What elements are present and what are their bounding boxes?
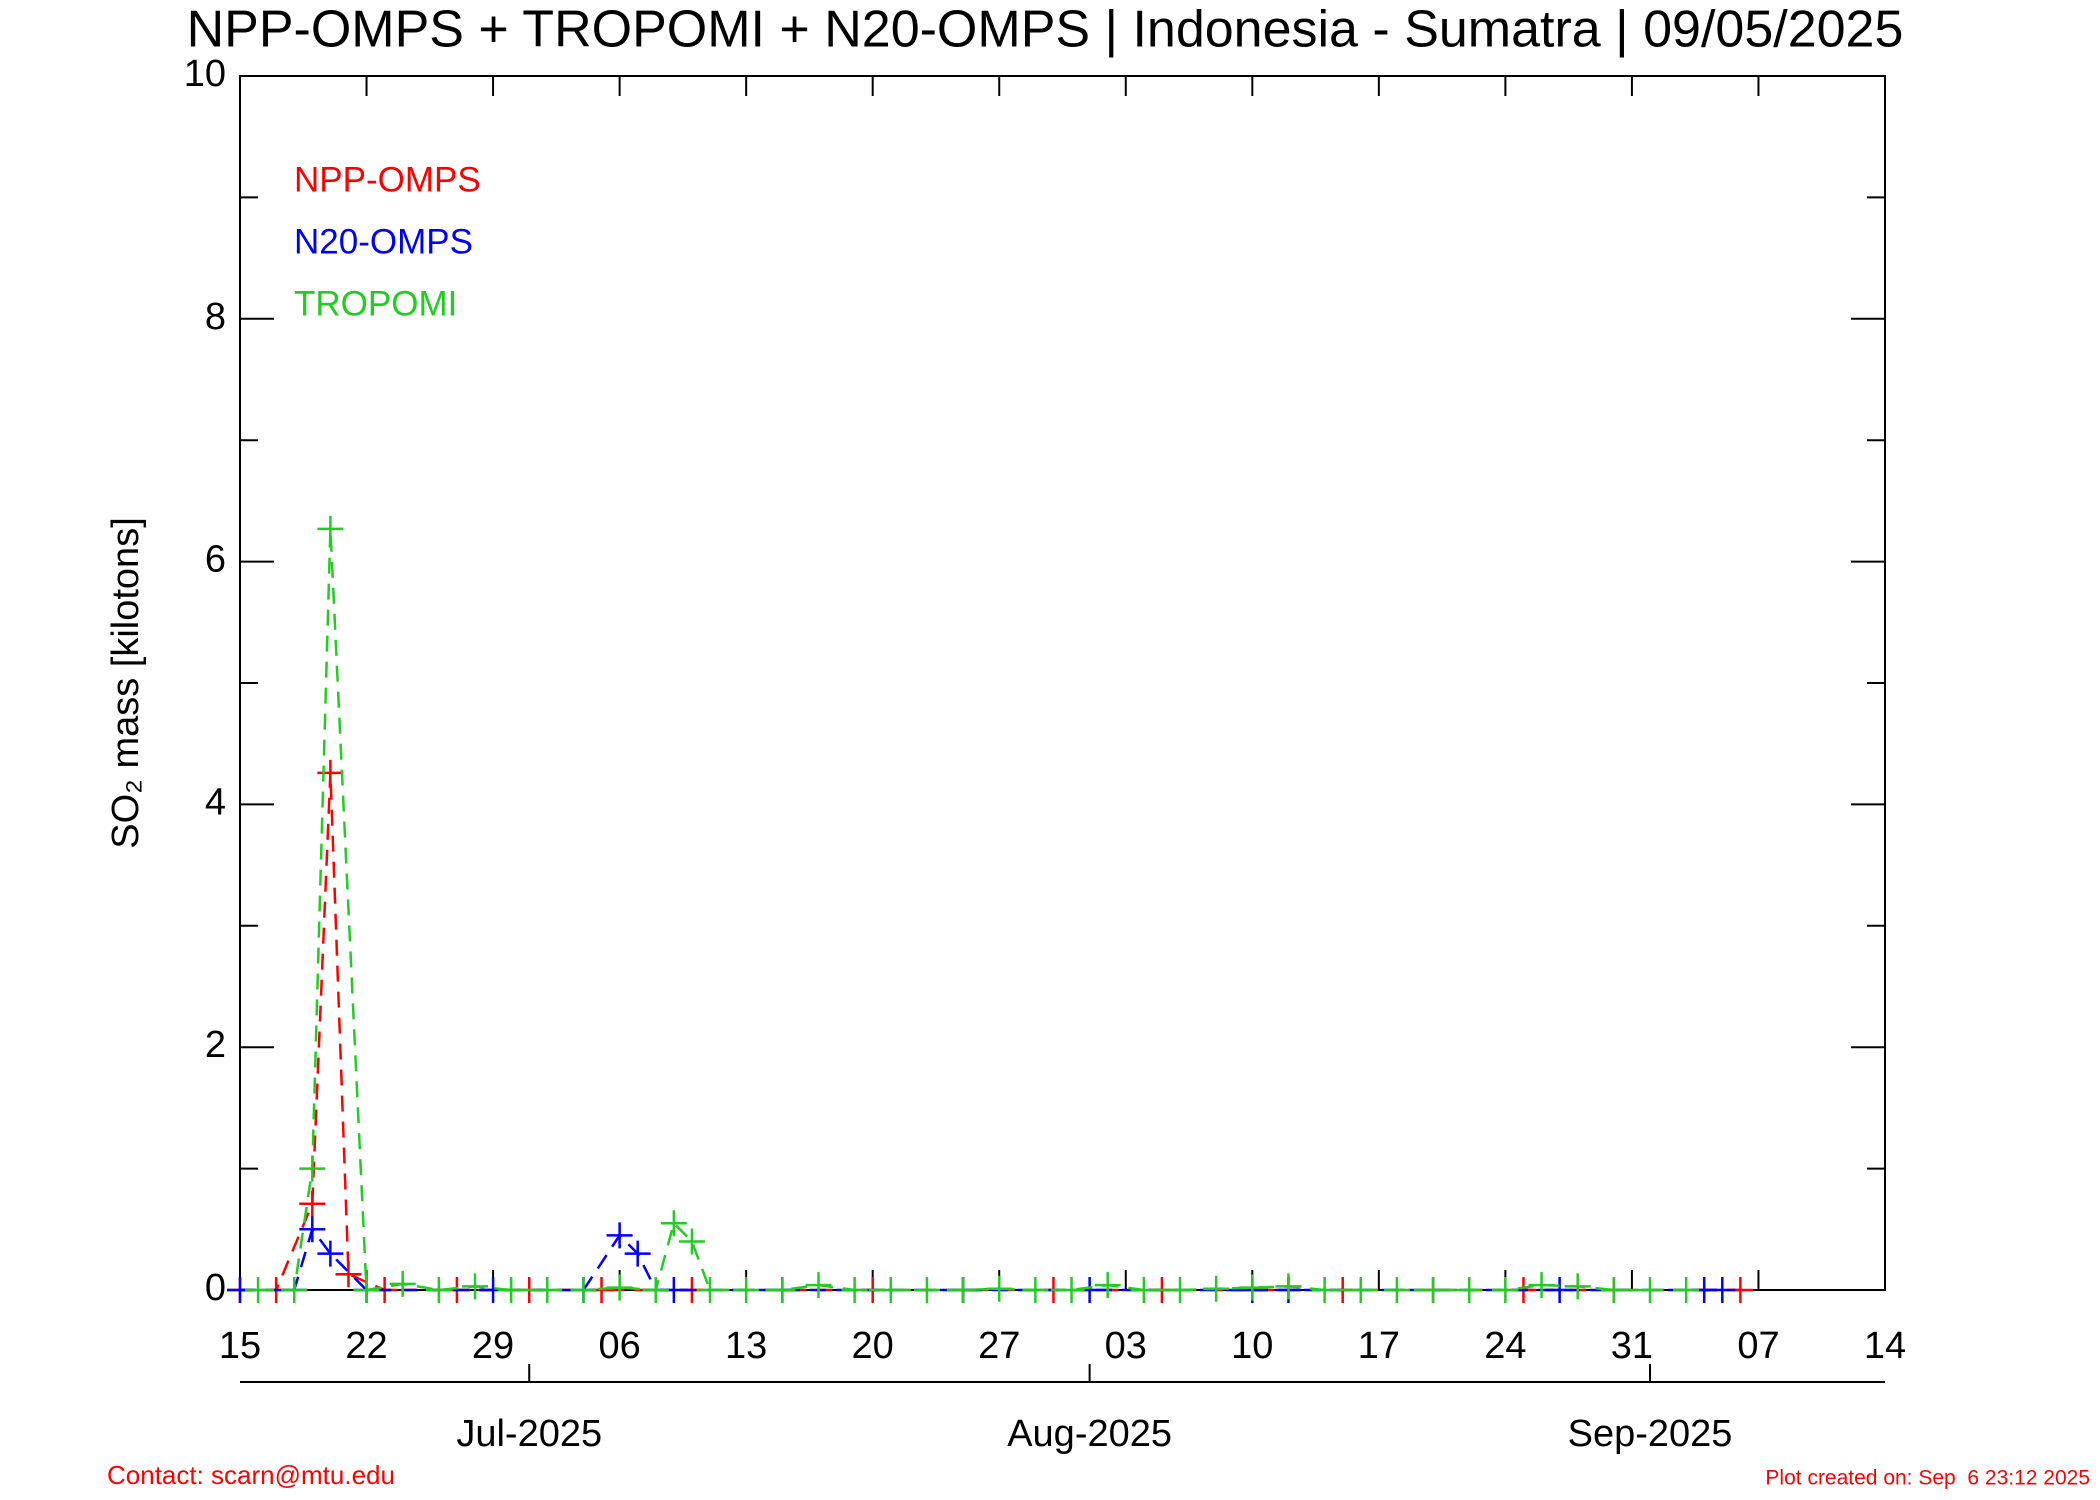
data-point [299, 1155, 326, 1182]
data-point [1600, 1277, 1627, 1303]
data-point [245, 1277, 272, 1303]
data-point [389, 1270, 416, 1297]
data-point [1546, 1277, 1573, 1303]
data-point [877, 1277, 904, 1303]
data-point [353, 1277, 380, 1303]
data-point [1673, 1277, 1700, 1303]
data-point [1637, 1277, 1663, 1303]
y-tick-label: 4 [205, 781, 226, 823]
data-point [606, 1274, 633, 1301]
data-point [769, 1277, 796, 1303]
data-point [1239, 1274, 1266, 1301]
data-point [299, 1216, 326, 1243]
month-label: Aug-2025 [1007, 1413, 1172, 1455]
data-point [534, 1277, 561, 1303]
x-tick-label: 20 [852, 1325, 894, 1367]
data-point [1058, 1277, 1085, 1303]
data-point [697, 1277, 723, 1303]
x-tick-label: 14 [1864, 1325, 1906, 1367]
data-point [642, 1277, 669, 1303]
data-point [462, 1273, 488, 1300]
x-tick-label: 03 [1105, 1325, 1147, 1367]
data-point [335, 1261, 362, 1288]
data-point [624, 1240, 651, 1267]
y-axis-label: SO₂ mass [kilotons] [105, 517, 147, 849]
data-point [1564, 1273, 1591, 1300]
x-tick-label: 15 [219, 1325, 261, 1367]
x-tick-label: 10 [1231, 1325, 1273, 1367]
x-tick-label: 27 [978, 1325, 1020, 1367]
y-tick-label: 6 [205, 539, 226, 581]
series-line [240, 1226, 1723, 1292]
x-tick-label: 07 [1737, 1325, 1779, 1367]
x-tick-label: 31 [1611, 1325, 1653, 1367]
x-tick-label: 24 [1484, 1325, 1526, 1367]
data-point [299, 1190, 326, 1217]
footer-created: Plot created on: Sep 6 23:12 2025 [1765, 1467, 2090, 1490]
x-tick-label: 17 [1358, 1325, 1400, 1367]
data-point [281, 1277, 308, 1303]
data-point [1383, 1277, 1410, 1303]
data-point [1275, 1273, 1302, 1300]
y-tick-label: 10 [184, 53, 226, 95]
data-point [1203, 1275, 1230, 1302]
data-point [425, 1277, 452, 1303]
legend-entry: NPP-OMPS [294, 160, 481, 199]
data-point [841, 1277, 868, 1303]
data-point [678, 1228, 705, 1255]
data-point [733, 1277, 760, 1303]
data-point [606, 1222, 633, 1249]
data-point [1528, 1272, 1555, 1299]
data-point [1130, 1277, 1157, 1303]
data-point [950, 1277, 977, 1303]
data-point [1347, 1277, 1374, 1303]
data-point [317, 759, 344, 786]
data-point [1420, 1277, 1447, 1303]
month-label: Sep-2025 [1568, 1413, 1733, 1455]
data-point [570, 1277, 597, 1303]
data-point [1709, 1277, 1736, 1303]
plot-frame [239, 75, 1886, 1291]
data-point [805, 1272, 832, 1299]
data-point [913, 1277, 940, 1303]
x-tick-label: 13 [725, 1325, 767, 1367]
data-point [498, 1277, 525, 1303]
y-tick-label: 2 [205, 1024, 226, 1066]
chart-title: NPP-OMPS + TROPOMI + N20-OMPS | Indonesi… [187, 1, 1904, 59]
legend-entry: N20-OMPS [294, 222, 473, 261]
data-point [1167, 1277, 1193, 1303]
data-point [1456, 1277, 1483, 1303]
x-tick-label: 06 [598, 1325, 640, 1367]
series-line [240, 772, 1741, 1292]
x-tick-label: 29 [472, 1325, 514, 1367]
footer-contact: Contact: scarn@mtu.edu [107, 1460, 395, 1490]
data-point [317, 1240, 344, 1267]
data-point [1094, 1272, 1121, 1299]
data-point [1492, 1277, 1519, 1303]
data-point [1311, 1277, 1338, 1303]
month-label: Jul-2025 [456, 1413, 602, 1455]
data-point [317, 515, 344, 542]
data-point [1022, 1277, 1049, 1303]
series-line [258, 528, 1687, 1292]
legend-entry: TROPOMI [294, 284, 457, 323]
data-point [986, 1275, 1013, 1302]
y-tick-label: 8 [205, 296, 226, 338]
data-point [660, 1210, 687, 1237]
x-tick-label: 22 [345, 1325, 387, 1367]
y-tick-label: 0 [205, 1267, 226, 1309]
